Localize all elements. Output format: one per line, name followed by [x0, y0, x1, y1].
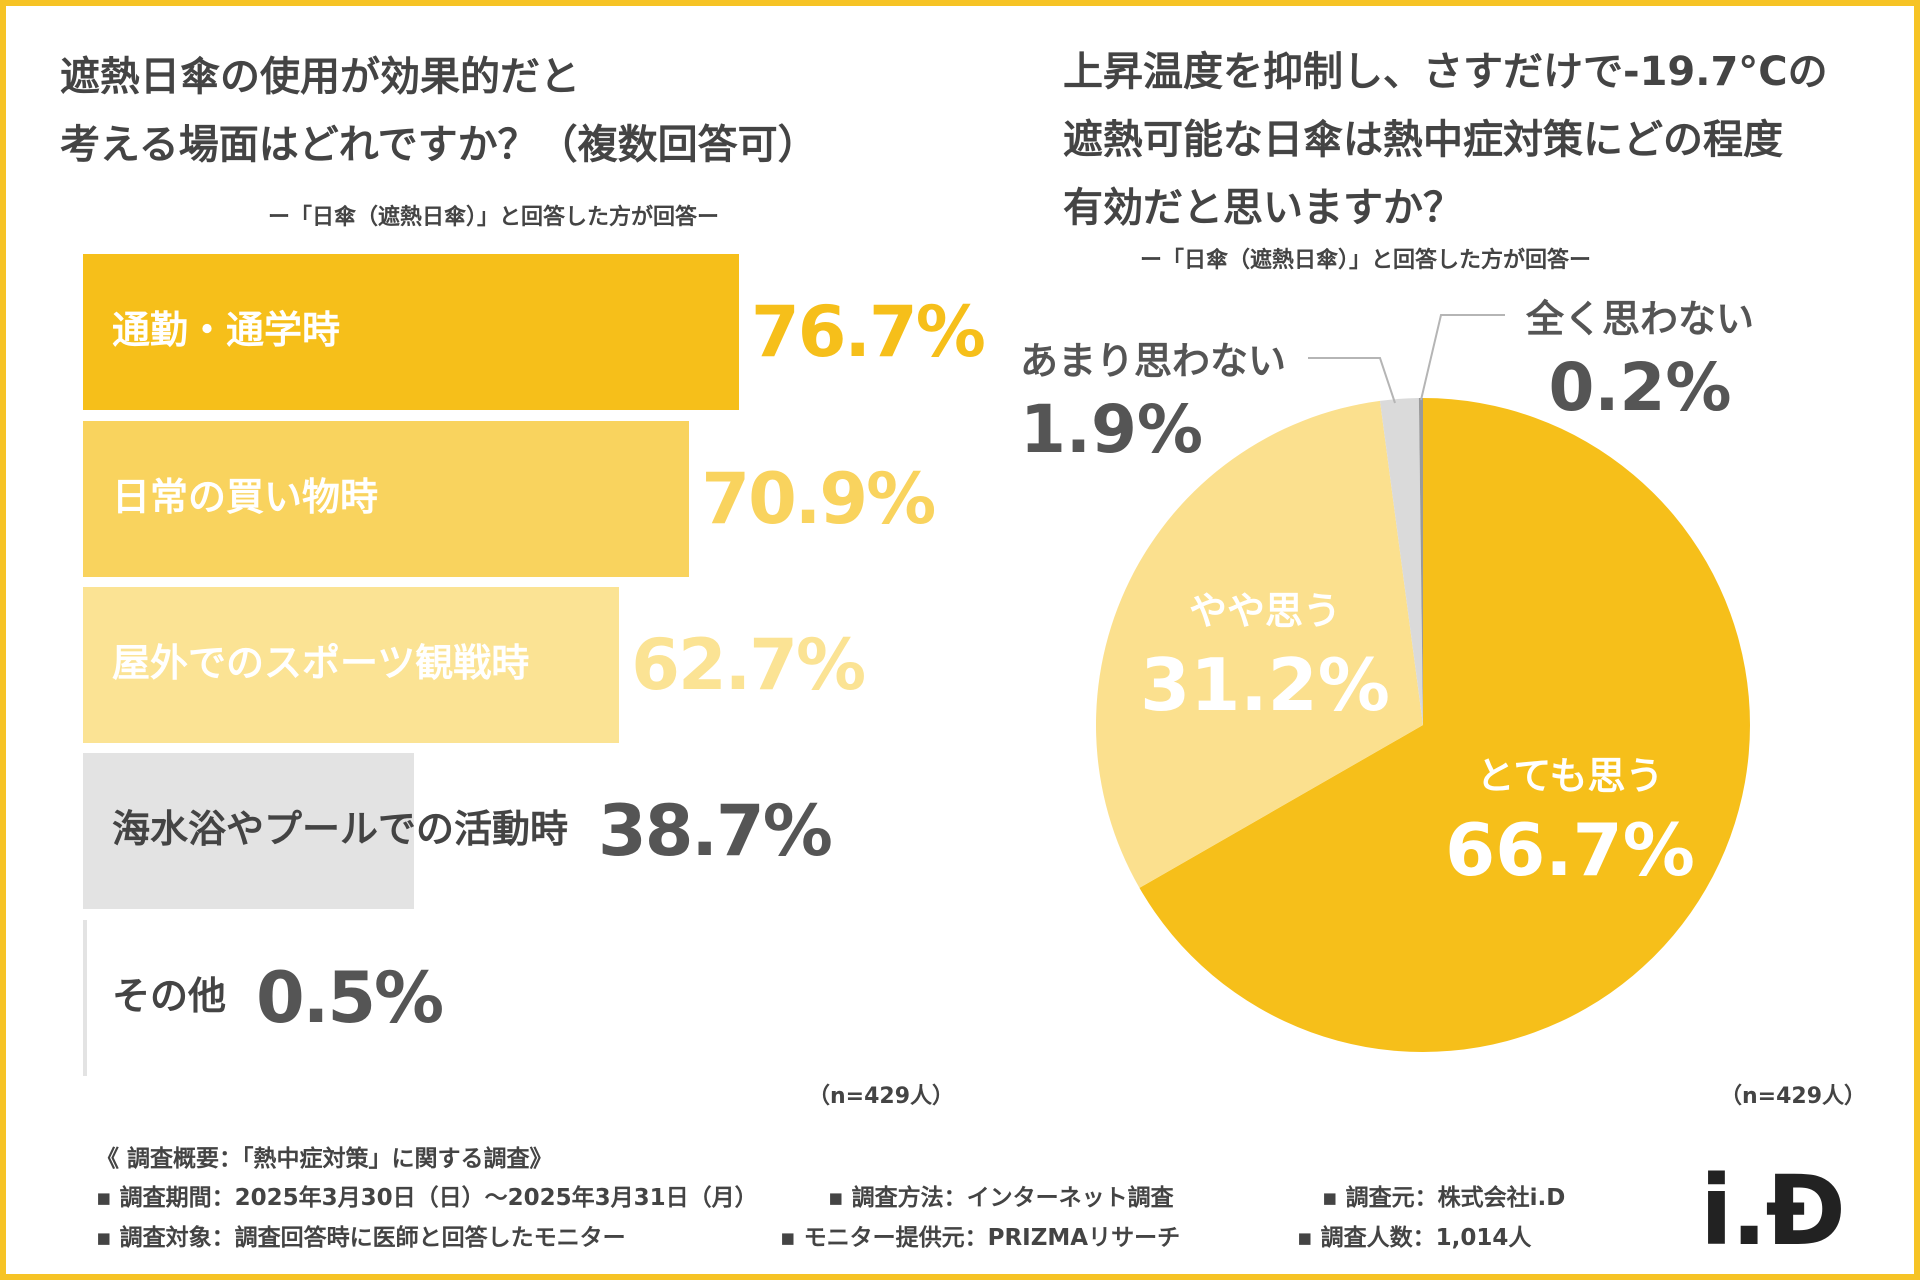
- left-n-note: （n=429人）: [808, 1084, 955, 1109]
- left-title-line-2: 考える場面はどれですか？（複数回答可）: [60, 122, 818, 168]
- bar-value-5: 0.5%: [256, 957, 444, 1039]
- survey-source: ▪ 調査元：株式会社i.D: [1322, 1185, 1566, 1211]
- pie-label-very: とても思う 66.7%: [1405, 745, 1735, 892]
- left-title-line-1: 遮熱日傘の使用が効果的だと: [60, 54, 580, 100]
- right-chart-title: 上昇温度を抑制し、さすだけで-19.7°Cの 遮熱可能な日傘は熱中症対策にどの程…: [1063, 38, 1828, 242]
- bar-value-4: 38.7%: [598, 790, 833, 872]
- bar-label-5: その他: [112, 974, 227, 1018]
- survey-provider: ▪ モニター提供元：PRIZMAリサーチ: [780, 1225, 1181, 1251]
- pie-category-not-at-all: 全く思わない: [1525, 297, 1754, 341]
- pie-value-somewhat: 31.2%: [1140, 643, 1390, 727]
- bar-value-2: 70.9%: [701, 458, 936, 540]
- survey-method: ▪ 調査方法：インターネット調査: [828, 1185, 1174, 1211]
- bar-3: [83, 587, 620, 743]
- right-title-line-3: 有効だと思いますか？: [1063, 185, 1463, 231]
- pie-category-somewhat: やや思う: [1188, 589, 1341, 633]
- company-logo: i.Đ: [1700, 1155, 1846, 1267]
- right-title-line-2: 遮熱可能な日傘は熱中症対策にどの程度: [1063, 117, 1783, 163]
- other-bar-baseline: [83, 920, 86, 1076]
- pie-value-not-at-all: 0.2%: [1548, 349, 1732, 426]
- bar-1: [83, 254, 739, 410]
- pie-label-not-at-all: 全く思わない 0.2%: [1520, 288, 1760, 426]
- bar-4: [83, 753, 414, 909]
- right-n-note: （n=429人）: [1720, 1084, 1867, 1109]
- survey-target: ▪ 調査対象：調査回答時に医師と回答したモニター: [96, 1225, 626, 1251]
- bar-2: [83, 421, 690, 577]
- bar-label-3: 屋外でのスポーツ観戦時: [112, 641, 530, 685]
- survey-count: ▪ 調査人数：1,014人: [1297, 1225, 1532, 1251]
- pie-label-somewhat: やや思う 31.2%: [1110, 580, 1420, 727]
- bar-value-3: 62.7%: [631, 624, 866, 706]
- left-chart-title: 遮熱日傘の使用が効果的だと 考える場面はどれですか？（複数回答可）: [60, 43, 818, 179]
- bar-label-2: 日常の買い物時: [112, 475, 379, 519]
- bar-label-1: 通勤・通学時: [112, 308, 341, 352]
- bar-label-4: 海水浴やプールでの活動時: [112, 807, 569, 851]
- right-title-line-1: 上昇温度を抑制し、さすだけで-19.7°Cの: [1063, 49, 1828, 95]
- left-respondent-note: ー「日傘（遮熱日傘）」と回答した方が回答ー: [268, 205, 720, 230]
- pie-value-very: 66.7%: [1445, 808, 1695, 892]
- pie-label-not-much: あまり思わない 1.9%: [1020, 330, 1286, 468]
- pie-category-very: とても思う: [1476, 754, 1664, 798]
- survey-period: ▪ 調査期間：2025年3月30日（日）〜2025年3月31日（月）: [96, 1185, 758, 1211]
- pie-value-not-much: 1.9%: [1020, 391, 1204, 468]
- bar-value-1: 76.7%: [751, 291, 986, 373]
- survey-summary: 《 調査概要：「熱中症対策」に関する調査》: [96, 1146, 553, 1172]
- right-respondent-note: ー「日傘（遮熱日傘）」と回答した方が回答ー: [1140, 248, 1592, 273]
- pie-category-not-much: あまり思わない: [1020, 339, 1287, 383]
